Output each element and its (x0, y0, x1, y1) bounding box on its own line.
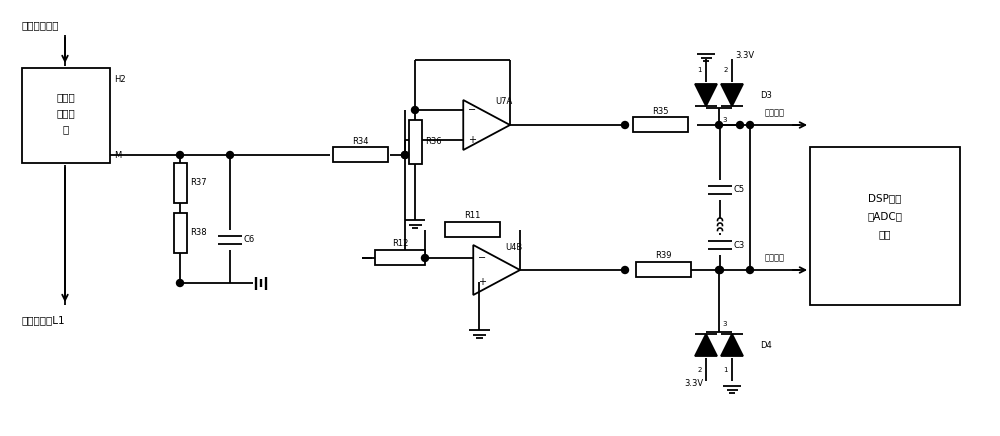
Text: C5: C5 (734, 185, 745, 194)
Text: −: − (468, 105, 476, 115)
Bar (810, 147, 960, 305)
Text: 充电采样: 充电采样 (765, 109, 785, 117)
Text: −: − (478, 253, 486, 263)
Polygon shape (721, 84, 743, 106)
Bar (22, 68, 110, 163)
Text: 器: 器 (63, 125, 69, 134)
Text: 电流霍: 电流霍 (57, 92, 75, 102)
Bar (409, 120, 422, 164)
Bar (174, 213, 186, 253)
Bar (332, 147, 388, 163)
Text: U7A: U7A (495, 98, 512, 106)
Text: C6: C6 (244, 235, 255, 245)
Text: 板ADC采: 板ADC采 (868, 211, 902, 221)
Text: D3: D3 (760, 91, 772, 99)
Text: 3.3V: 3.3V (684, 379, 703, 388)
Text: R12: R12 (392, 239, 408, 249)
Circle shape (176, 151, 184, 159)
Text: 3: 3 (722, 321, 726, 327)
Text: 2: 2 (724, 67, 728, 73)
Circle shape (402, 151, 409, 159)
Bar (174, 163, 186, 203)
Text: +: + (468, 135, 476, 145)
Text: M: M (114, 150, 121, 160)
Text: 电池正端输入: 电池正端输入 (22, 20, 60, 30)
Circle shape (716, 122, 722, 129)
Circle shape (622, 122, 629, 129)
Text: 3: 3 (722, 117, 726, 123)
Bar (636, 262, 690, 277)
Text: 放电采样: 放电采样 (765, 253, 785, 262)
Text: 1: 1 (698, 67, 702, 73)
Circle shape (622, 266, 629, 273)
Text: R34: R34 (352, 136, 368, 146)
Text: 样端: 样端 (879, 229, 891, 239)
Circle shape (176, 279, 184, 286)
Text: R11: R11 (464, 211, 481, 221)
Circle shape (736, 122, 744, 129)
Circle shape (226, 151, 234, 159)
Text: H2: H2 (114, 75, 126, 85)
Polygon shape (695, 334, 717, 356)
Text: 输出至电感L1: 输出至电感L1 (22, 315, 66, 325)
Text: 尔传感: 尔传感 (57, 109, 75, 119)
Circle shape (402, 151, 409, 159)
Text: +: + (478, 277, 486, 287)
Text: 3.3V: 3.3V (735, 51, 754, 61)
Bar (633, 117, 688, 133)
Bar (445, 222, 500, 238)
Text: R36: R36 (425, 137, 442, 146)
Circle shape (716, 266, 724, 273)
Text: R37: R37 (190, 178, 207, 187)
Circle shape (746, 122, 754, 129)
Circle shape (412, 106, 418, 113)
Text: U4B: U4B (505, 243, 522, 252)
Circle shape (746, 266, 754, 273)
Text: C3: C3 (734, 241, 745, 249)
Text: 2: 2 (698, 367, 702, 373)
Text: R38: R38 (190, 228, 207, 238)
Circle shape (422, 255, 428, 262)
Text: D4: D4 (760, 341, 772, 350)
Text: R39: R39 (655, 252, 671, 260)
Bar (375, 251, 425, 266)
Polygon shape (695, 84, 717, 106)
Text: R35: R35 (652, 106, 668, 116)
Circle shape (716, 266, 722, 273)
Text: 1: 1 (724, 367, 728, 373)
Text: DSP主控: DSP主控 (868, 193, 902, 203)
Polygon shape (721, 334, 743, 356)
